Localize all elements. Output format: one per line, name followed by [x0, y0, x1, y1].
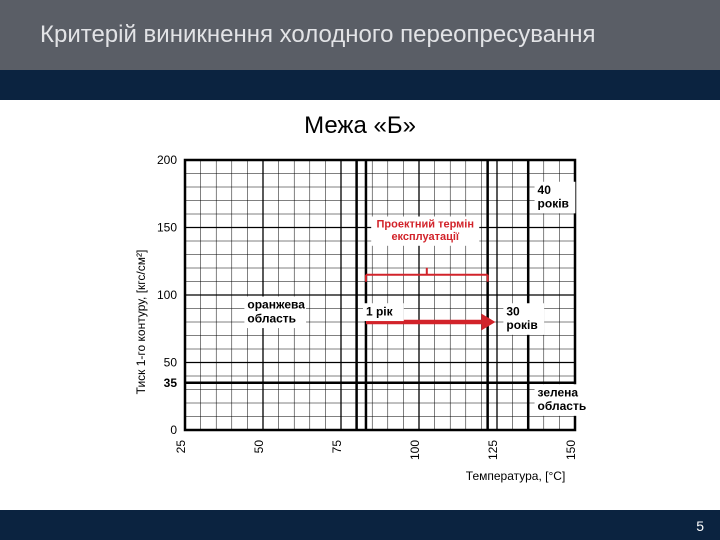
chart-subtitle: Межа «Б»: [0, 112, 720, 140]
svg-text:експлуатації: експлуатації: [391, 231, 459, 243]
svg-text:150: 150: [564, 440, 578, 460]
svg-text:0: 0: [170, 423, 177, 437]
svg-text:зелена: зелена: [538, 385, 579, 399]
svg-text:25: 25: [174, 440, 188, 454]
svg-text:200: 200: [157, 155, 177, 167]
svg-text:оранжева: оранжева: [247, 298, 305, 312]
svg-text:75: 75: [330, 440, 344, 454]
svg-text:150: 150: [157, 221, 177, 235]
svg-text:Тиск 1-го контуру, [кгс/см²]: Тиск 1-го контуру, [кгс/см²]: [134, 250, 148, 395]
svg-text:Проектний термін: Проектний термін: [376, 219, 474, 231]
svg-text:30: 30: [506, 304, 520, 318]
svg-text:1 рік: 1 рік: [366, 304, 394, 318]
svg-text:область: область: [247, 311, 296, 325]
svg-text:100: 100: [157, 288, 177, 302]
page-number: 5: [696, 518, 704, 534]
slide: Критерій виникнення холодного переопресу…: [0, 0, 720, 540]
svg-text:років: років: [538, 197, 569, 211]
svg-text:років: років: [506, 318, 537, 332]
slide-title: Критерій виникнення холодного переопресу…: [40, 21, 596, 49]
chart-container: 25 50 75 100 125 150 0 50 100 150 200 35 Температура…: [130, 155, 620, 485]
svg-text:40: 40: [538, 183, 552, 197]
top-dark-band: [0, 70, 720, 100]
title-band: Критерій виникнення холодного переопресу…: [0, 0, 720, 70]
svg-text:50: 50: [252, 440, 266, 454]
svg-text:35: 35: [164, 376, 178, 390]
svg-text:125: 125: [486, 440, 500, 460]
svg-text:50: 50: [164, 356, 178, 370]
svg-text:область: область: [538, 399, 587, 413]
chart-svg: 25 50 75 100 125 150 0 50 100 150 200 35 Температура…: [130, 155, 620, 485]
bottom-band: 5: [0, 510, 720, 540]
svg-text:100: 100: [408, 440, 422, 460]
svg-text:Температура, [°C]: Температура, [°C]: [466, 469, 565, 483]
